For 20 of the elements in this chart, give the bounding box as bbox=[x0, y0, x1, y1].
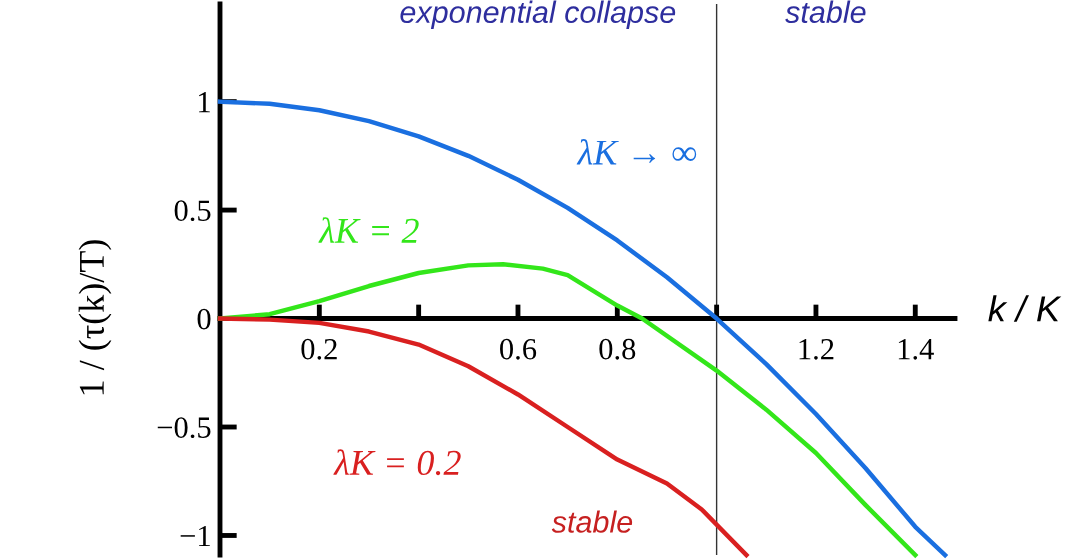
y-axis-title: 1 / (τ(k)/T) bbox=[78, 240, 112, 395]
y-tick-label: 0 bbox=[197, 308, 211, 330]
annotation: exponential collapse bbox=[400, 0, 676, 30]
y-tick-label: −1 bbox=[180, 525, 210, 547]
x-tick-label: 1.2 bbox=[799, 338, 834, 360]
series-label: λK → ∞ bbox=[576, 139, 697, 165]
annotation: stable bbox=[551, 510, 633, 533]
x-tick-label: 0.6 bbox=[500, 338, 537, 360]
x-axis-title: k / K bbox=[988, 295, 1062, 322]
x-tick-label: 1.4 bbox=[898, 339, 934, 360]
x-tick-label: 0.8 bbox=[599, 338, 636, 360]
line-series bbox=[217, 99, 948, 558]
annotation: stable bbox=[785, 0, 866, 24]
y-tick-label: −0.5 bbox=[157, 417, 211, 439]
x-tick-label: 0.2 bbox=[301, 338, 337, 360]
y-tick-label: 0.5 bbox=[174, 200, 211, 222]
series-label: λK = 2 bbox=[318, 217, 419, 243]
text: λK = 0.2 bbox=[333, 449, 461, 476]
y-tick-label: 1 bbox=[199, 92, 210, 113]
line-series bbox=[217, 316, 749, 558]
